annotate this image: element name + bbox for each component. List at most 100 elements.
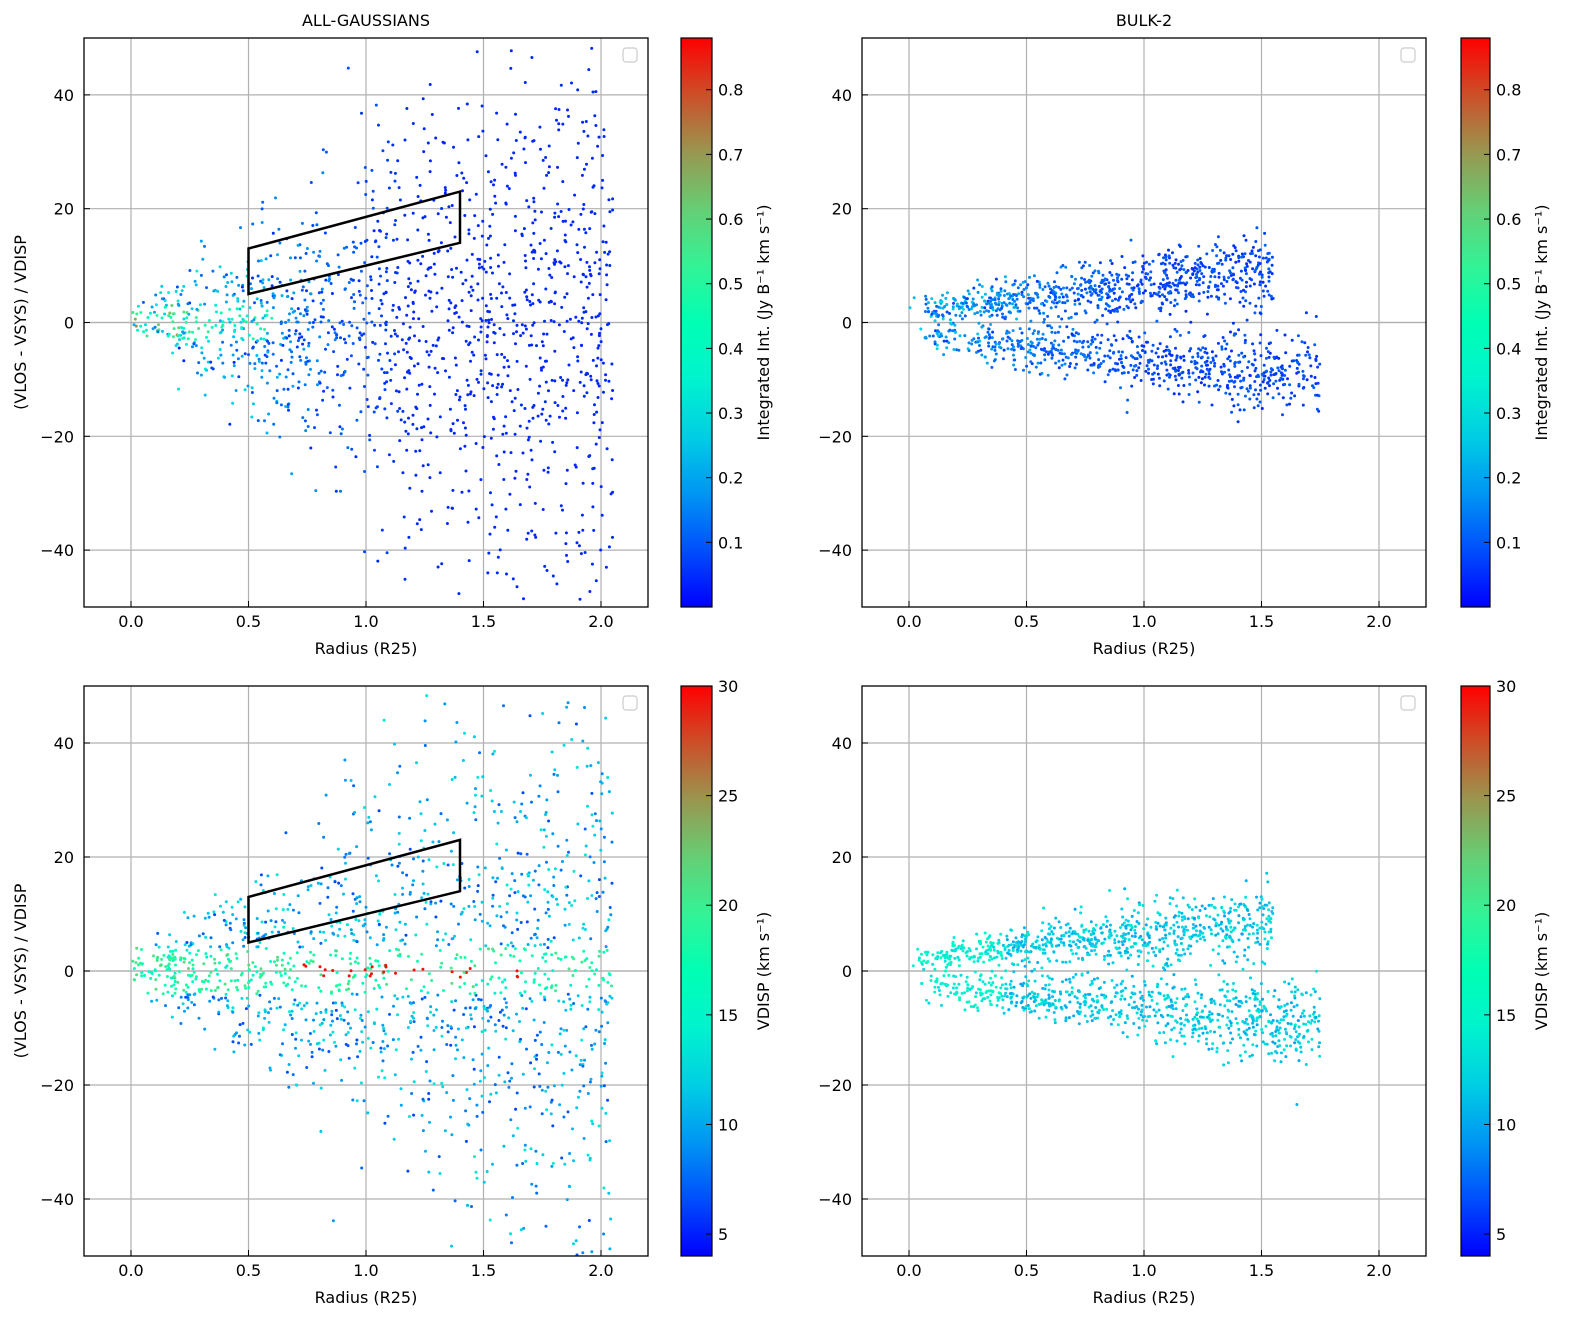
- data-point: [559, 210, 563, 213]
- data-point: [1009, 294, 1013, 298]
- data-point: [1283, 374, 1287, 377]
- data-point: [448, 407, 452, 411]
- data-point: [182, 317, 186, 321]
- data-point: [584, 844, 588, 848]
- data-point: [291, 310, 295, 314]
- data-point: [259, 883, 263, 887]
- data-point: [251, 961, 255, 965]
- data-point: [604, 240, 608, 244]
- data-point: [290, 307, 294, 311]
- data-point: [205, 335, 208, 339]
- data-point: [326, 331, 330, 335]
- data-point: [606, 252, 610, 256]
- data-point: [1106, 953, 1110, 957]
- data-point: [406, 432, 410, 436]
- data-point: [1315, 407, 1319, 411]
- data-point: [401, 322, 405, 326]
- data-point: [1068, 939, 1072, 943]
- data-point: [1174, 378, 1178, 382]
- data-point: [1157, 376, 1161, 380]
- data-point: [542, 468, 546, 472]
- data-point: [1116, 368, 1120, 372]
- data-point: [335, 1017, 339, 1021]
- data-point: [462, 176, 466, 180]
- x-tick-label: 1.0: [353, 1261, 378, 1280]
- data-point: [483, 353, 487, 357]
- data-point: [925, 998, 928, 1002]
- data-point: [602, 1232, 606, 1236]
- data-point: [1261, 256, 1265, 260]
- data-point: [140, 948, 143, 951]
- colorbar-tick-label: 0.1: [1496, 533, 1521, 552]
- data-point: [352, 938, 356, 942]
- data-point: [1277, 369, 1281, 373]
- data-point: [502, 1144, 506, 1148]
- data-point: [1096, 976, 1100, 980]
- data-point: [427, 972, 431, 976]
- data-point: [952, 974, 956, 978]
- data-point: [597, 334, 601, 338]
- data-point: [1080, 276, 1084, 280]
- data-point: [351, 278, 355, 282]
- data-point: [1175, 302, 1179, 306]
- data-point: [424, 340, 428, 343]
- data-point: [508, 272, 512, 276]
- data-point: [611, 389, 615, 392]
- data-point: [364, 193, 368, 196]
- data-point: [291, 1073, 295, 1077]
- data-point: [357, 362, 361, 366]
- data-point: [401, 471, 405, 475]
- data-point: [541, 956, 545, 960]
- data-point: [284, 984, 288, 988]
- data-point: [241, 1021, 245, 1025]
- data-point: [953, 298, 957, 302]
- data-point: [298, 1001, 302, 1005]
- data-point: [602, 950, 606, 954]
- data-point: [580, 1038, 584, 1042]
- data-point: [1200, 355, 1204, 359]
- data-point: [411, 317, 415, 321]
- data-point: [228, 307, 232, 311]
- y-tick-label: −20: [40, 1076, 74, 1095]
- data-point: [611, 535, 614, 539]
- data-point: [446, 1024, 450, 1028]
- data-point: [1288, 383, 1292, 387]
- data-point: [421, 464, 425, 468]
- data-point: [1203, 375, 1207, 379]
- data-point: [368, 936, 372, 940]
- data-point: [1181, 948, 1185, 952]
- data-point: [1175, 356, 1179, 360]
- data-point: [453, 1199, 457, 1203]
- data-point: [569, 223, 573, 227]
- data-point: [350, 324, 354, 328]
- data-point: [434, 344, 438, 348]
- data-point: [364, 905, 368, 909]
- data-point: [473, 991, 477, 995]
- data-point: [529, 894, 533, 898]
- data-point: [533, 907, 537, 911]
- data-point: [370, 320, 374, 324]
- data-point: [322, 1018, 326, 1022]
- data-point: [1082, 339, 1086, 343]
- data-point: [335, 905, 339, 909]
- data-point: [314, 1012, 318, 1016]
- data-point: [494, 1029, 498, 1033]
- data-point: [991, 308, 995, 312]
- data-point: [1206, 290, 1210, 294]
- data-point: [430, 509, 433, 513]
- data-point: [1162, 940, 1166, 944]
- data-point: [532, 404, 536, 407]
- data-point: [167, 332, 171, 336]
- data-point: [1091, 340, 1095, 344]
- data-point: [230, 905, 234, 909]
- data-point: [190, 958, 194, 962]
- data-point: [498, 1010, 502, 1014]
- data-point: [560, 305, 564, 309]
- data-point: [168, 933, 172, 937]
- data-point: [547, 422, 551, 426]
- data-point: [200, 979, 204, 983]
- data-point: [482, 1180, 486, 1184]
- data-point: [489, 372, 493, 376]
- data-point: [1290, 338, 1294, 342]
- data-point: [1123, 266, 1127, 270]
